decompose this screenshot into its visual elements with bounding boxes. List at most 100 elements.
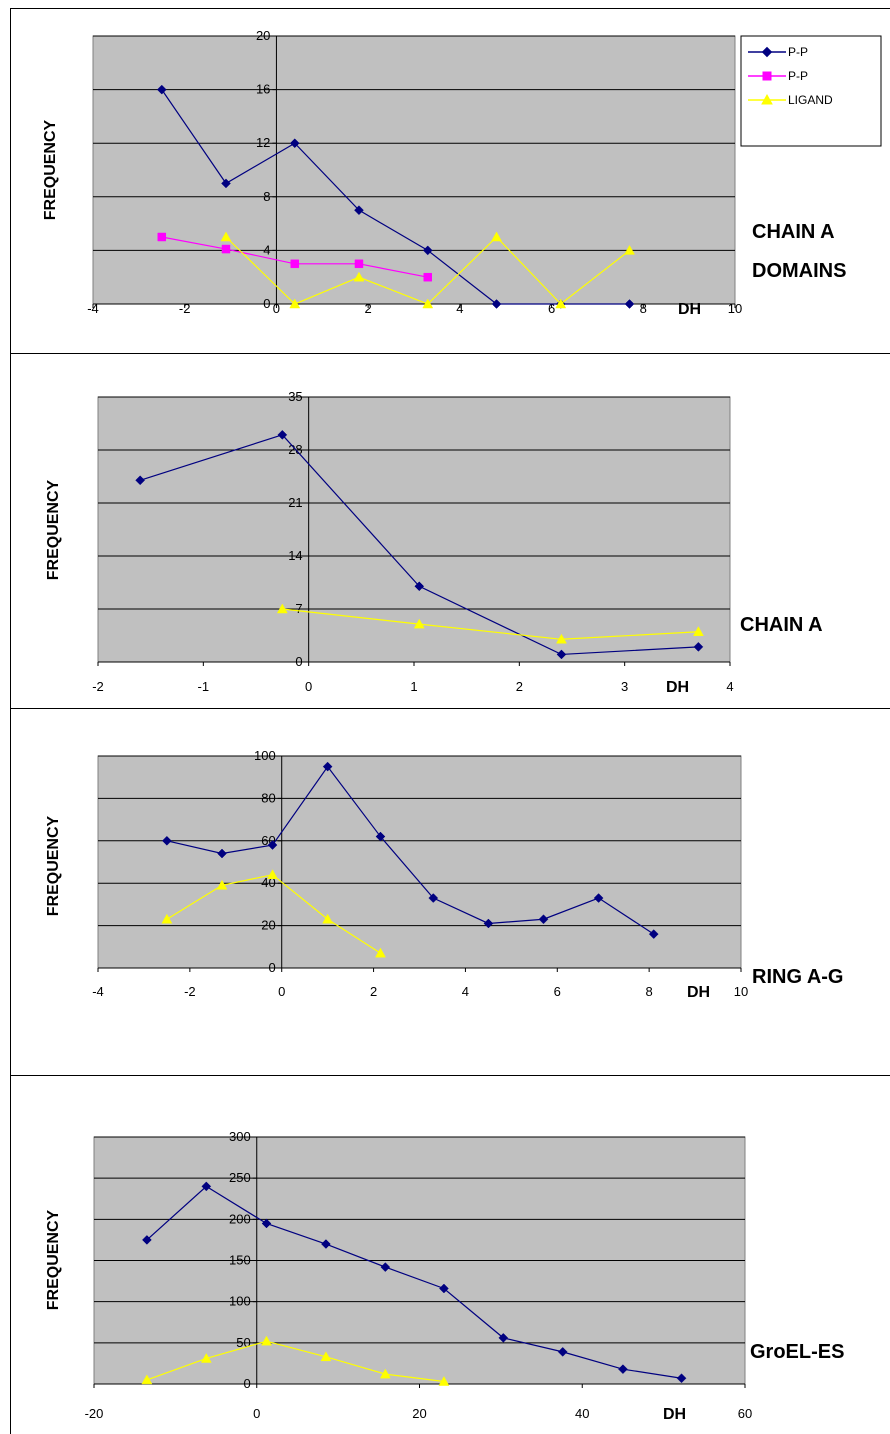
series-3 [220, 231, 635, 309]
x-tick-label: 4 [726, 679, 733, 694]
series-line [161, 89, 630, 305]
data-point [216, 879, 228, 890]
legend-entry: LIGAND [788, 93, 833, 107]
series-1 [142, 1181, 687, 1384]
data-point [161, 913, 173, 924]
data-point [135, 475, 145, 486]
x-axis-label: DH [666, 679, 689, 696]
series-line [166, 765, 655, 935]
data-point [618, 1364, 628, 1375]
data-point [321, 1239, 331, 1249]
y-tick-label: 100 [254, 748, 276, 763]
y-tick-label: 100 [229, 1294, 251, 1309]
data-point [693, 642, 704, 652]
y-tick-label: 300 [229, 1129, 251, 1144]
x-tick-label: 4 [456, 301, 463, 316]
x-tick-label: 2 [365, 301, 372, 316]
data-point [557, 1347, 568, 1357]
x-tick-label: 10 [734, 984, 748, 999]
series-line [146, 1340, 444, 1383]
data-point [290, 259, 300, 269]
x-tick-label: 0 [273, 301, 280, 316]
y-tick-label: 14 [288, 548, 302, 563]
data-point [221, 178, 231, 189]
x-tick-label: 0 [253, 1406, 260, 1421]
data-point [414, 581, 425, 592]
side-label: RING A-G [752, 966, 843, 988]
series-2 [161, 869, 386, 958]
series-1 [135, 430, 704, 660]
y-tick-label: 16 [256, 82, 270, 97]
x-tick-label: -1 [198, 679, 210, 694]
y-tick-label: 12 [256, 135, 270, 150]
y-tick-label: 0 [263, 296, 270, 311]
x-tick-label: 0 [305, 679, 312, 694]
data-point [221, 244, 231, 254]
data-point [491, 299, 502, 309]
y-tick-label: 200 [229, 1211, 251, 1226]
y-tick-label: 7 [295, 601, 302, 616]
x-tick-label: 8 [640, 301, 647, 316]
y-tick-label: 0 [295, 654, 302, 669]
data-point [289, 298, 301, 309]
side-label: DOMAINS [752, 260, 846, 282]
y-axis-label: FREQUENCY [45, 1209, 62, 1310]
side-label: CHAIN A [752, 221, 835, 243]
x-tick-label: 6 [554, 984, 561, 999]
data-point [261, 1335, 272, 1346]
series-line [146, 1185, 682, 1379]
series-2 [157, 232, 433, 282]
y-tick-label: 80 [261, 790, 275, 805]
data-point [422, 245, 433, 256]
legend-swatch-marker [762, 71, 772, 81]
legend-entry: P-P [788, 45, 808, 59]
data-point [423, 272, 433, 282]
x-tick-label: -2 [92, 679, 104, 694]
data-point [375, 831, 386, 842]
y-tick-label: 20 [261, 918, 275, 933]
data-point [439, 1283, 449, 1294]
y-tick-label: 150 [229, 1253, 251, 1268]
y-tick-label: 4 [263, 242, 270, 257]
y-tick-label: 21 [288, 495, 302, 510]
data-point [157, 232, 167, 242]
x-tick-label: 8 [646, 984, 653, 999]
x-tick-label: 2 [370, 984, 377, 999]
data-point [483, 918, 494, 929]
data-point [156, 84, 167, 95]
data-point [267, 869, 278, 879]
x-tick-label: 20 [412, 1406, 426, 1421]
data-point [413, 618, 425, 629]
data-point [380, 1262, 391, 1272]
data-point [422, 298, 434, 309]
x-tick-label: 1 [410, 679, 417, 694]
side-label: GroEL-ES [750, 1341, 844, 1363]
data-point [498, 1333, 509, 1343]
data-point [322, 913, 334, 924]
data-point [162, 835, 172, 846]
data-point [556, 649, 567, 660]
series-2 [141, 1335, 450, 1386]
y-tick-label: 0 [268, 960, 275, 975]
data-point [556, 633, 567, 644]
x-tick-label: -2 [179, 301, 191, 316]
data-point [261, 1218, 272, 1229]
y-tick-label: 35 [288, 389, 302, 404]
data-point [142, 1235, 152, 1245]
legend-swatch-marker [761, 46, 773, 58]
series-2 [276, 603, 704, 644]
x-tick-label: -4 [92, 984, 104, 999]
legend-swatch-marker [761, 93, 773, 105]
plot-area [97, 755, 742, 969]
x-tick-label: 2 [516, 679, 523, 694]
data-point [141, 1374, 153, 1385]
legend: P-P P-P LIGAND [740, 35, 882, 147]
y-tick-label: 8 [263, 189, 270, 204]
y-axis-label: FREQUENCY [45, 815, 62, 916]
y-axis-label: FREQUENCY [45, 479, 62, 580]
x-axis-label: DH [687, 984, 710, 1001]
chart-panel-4: 0 50 100 150 200 250 300 -20 0 20 40 60 FREQUENCY DH G… [45, 1129, 844, 1423]
